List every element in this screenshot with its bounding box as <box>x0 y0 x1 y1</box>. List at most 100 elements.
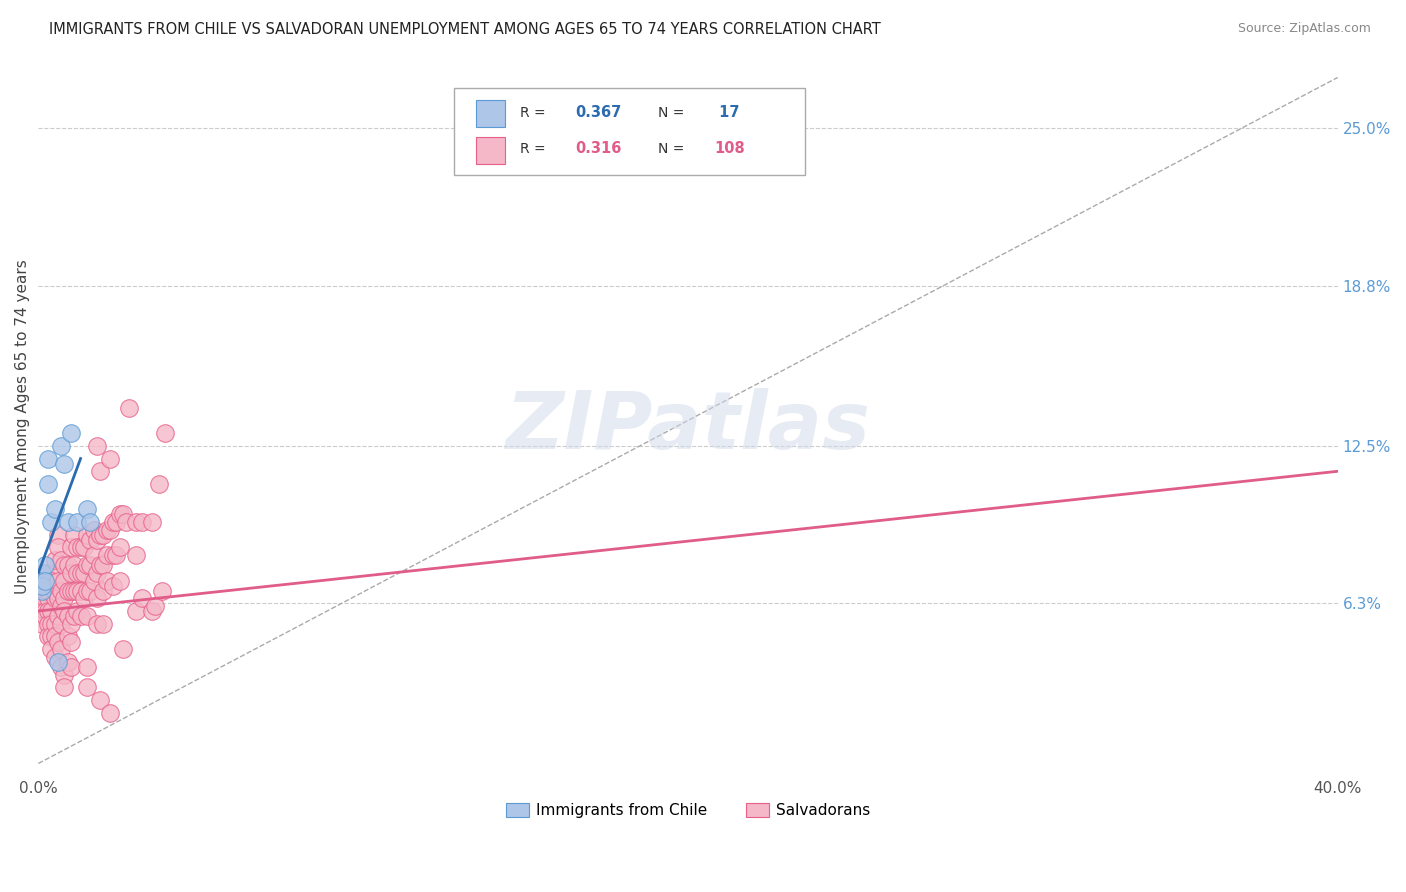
Point <box>53 667 76 681</box>
Point <box>76 609 98 624</box>
Point <box>31 599 53 613</box>
Point <box>89 693 111 707</box>
Point <box>46 591 69 606</box>
Point <box>86 616 108 631</box>
Point <box>69 566 91 580</box>
Point <box>83 574 105 588</box>
Point <box>37 583 59 598</box>
Point <box>98 523 121 537</box>
Point <box>79 533 101 547</box>
Point <box>46 541 69 555</box>
Point <box>66 604 89 618</box>
Point <box>101 579 124 593</box>
Point <box>73 591 96 606</box>
Point <box>76 583 98 598</box>
Point <box>59 583 82 598</box>
Point <box>91 616 114 631</box>
Point <box>31 574 53 588</box>
Point <box>86 591 108 606</box>
Text: 17: 17 <box>714 105 740 120</box>
Point <box>69 583 91 598</box>
Point <box>41 642 63 657</box>
Point <box>79 558 101 573</box>
Point <box>37 604 59 618</box>
Point <box>125 604 148 618</box>
Text: ZIPatlas: ZIPatlas <box>506 388 870 466</box>
Point <box>44 629 66 643</box>
Point <box>150 583 173 598</box>
Point <box>66 583 89 598</box>
Text: Source: ZipAtlas.com: Source: ZipAtlas.com <box>1237 22 1371 36</box>
Point <box>105 548 128 562</box>
Point <box>34 566 56 580</box>
Text: 108: 108 <box>714 141 745 156</box>
Point <box>63 528 86 542</box>
Point <box>86 566 108 580</box>
Point <box>34 579 56 593</box>
Point <box>111 508 134 522</box>
Point <box>46 655 69 669</box>
Point <box>44 591 66 606</box>
Point <box>79 515 101 529</box>
Point <box>44 649 66 664</box>
Point <box>89 464 111 478</box>
Point <box>86 439 108 453</box>
Point <box>86 533 108 547</box>
Point <box>41 616 63 631</box>
Point <box>37 616 59 631</box>
Point <box>41 566 63 580</box>
Point <box>44 616 66 631</box>
Point <box>91 583 114 598</box>
Point <box>83 523 105 537</box>
Point <box>143 599 166 613</box>
Point <box>53 558 76 573</box>
Point <box>49 599 72 613</box>
Point <box>49 616 72 631</box>
Point <box>41 574 63 588</box>
Text: 0.367: 0.367 <box>575 105 621 120</box>
Point <box>96 574 118 588</box>
Point <box>108 541 131 555</box>
Point <box>56 558 79 573</box>
Point <box>56 655 79 669</box>
Point <box>111 642 134 657</box>
Point <box>76 680 98 694</box>
Point <box>76 660 98 674</box>
Point <box>37 451 59 466</box>
Point <box>46 609 69 624</box>
Point <box>79 583 101 598</box>
Point <box>34 558 56 573</box>
FancyBboxPatch shape <box>454 88 806 175</box>
Point <box>98 451 121 466</box>
Point <box>131 515 153 529</box>
Point <box>66 541 89 555</box>
Point <box>59 634 82 648</box>
Point <box>115 515 138 529</box>
Point <box>66 566 89 580</box>
Point <box>56 609 79 624</box>
Point <box>59 541 82 555</box>
Point <box>31 616 53 631</box>
Point <box>41 629 63 643</box>
Point <box>63 609 86 624</box>
Point <box>34 574 56 588</box>
Point <box>59 566 82 580</box>
Point <box>66 515 89 529</box>
Point <box>31 579 53 593</box>
Point <box>69 541 91 555</box>
Point <box>46 528 69 542</box>
Y-axis label: Unemployment Among Ages 65 to 74 years: Unemployment Among Ages 65 to 74 years <box>15 260 30 594</box>
Point <box>91 558 114 573</box>
Point <box>49 439 72 453</box>
Point <box>96 548 118 562</box>
Point <box>89 558 111 573</box>
Point <box>49 583 72 598</box>
Text: 0.316: 0.316 <box>575 141 621 156</box>
Text: N =: N = <box>658 106 689 120</box>
Point <box>34 609 56 624</box>
Text: R =: R = <box>520 106 550 120</box>
Point <box>98 706 121 720</box>
Point <box>76 502 98 516</box>
Legend: Immigrants from Chile, Salvadorans: Immigrants from Chile, Salvadorans <box>499 797 876 824</box>
Point <box>59 616 82 631</box>
